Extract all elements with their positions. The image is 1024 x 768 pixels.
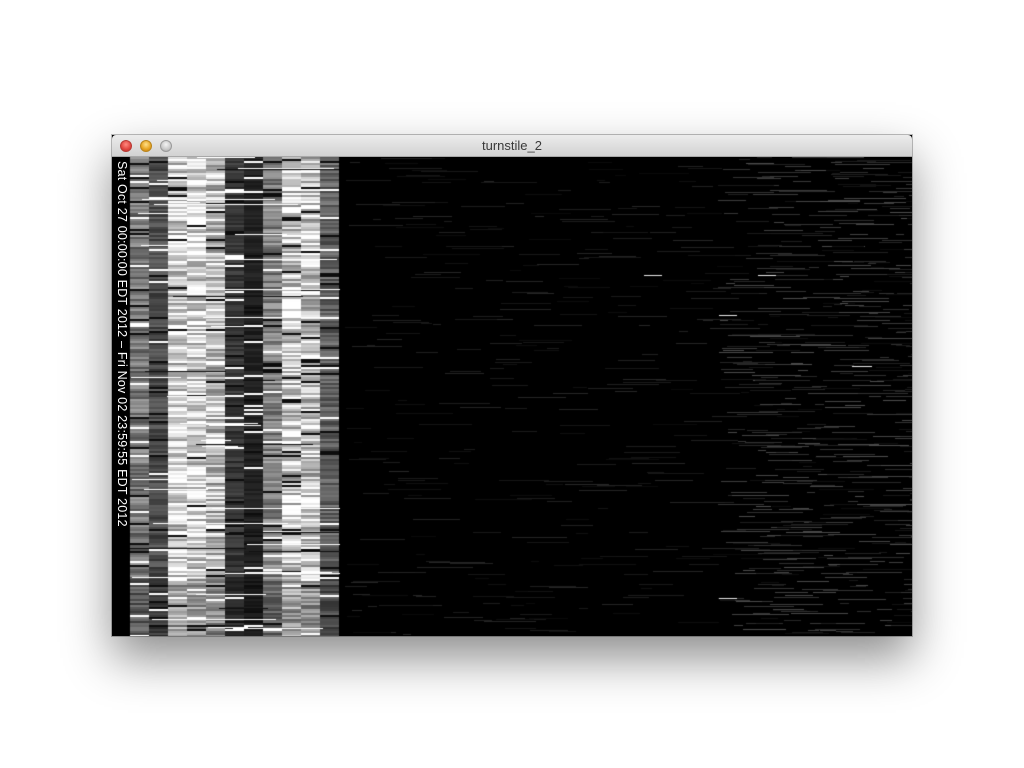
minimize-button[interactable] xyxy=(140,140,152,152)
title-bar[interactable]: turnstile_2 xyxy=(112,135,912,157)
visualization-area: Sat Oct 27 00:00:00 EDT 2012 – Fri Nov 0… xyxy=(112,157,912,636)
date-range-text: Sat Oct 27 00:00:00 EDT 2012 – Fri Nov 0… xyxy=(115,161,129,527)
zoom-button[interactable] xyxy=(160,140,172,152)
close-button[interactable] xyxy=(120,140,132,152)
turnstile-heatmap xyxy=(112,157,912,636)
window-title: turnstile_2 xyxy=(482,138,542,153)
date-range-label: Sat Oct 27 00:00:00 EDT 2012 – Fri Nov 0… xyxy=(114,161,130,631)
app-window: turnstile_2 Sat Oct 27 00:00:00 EDT 2012… xyxy=(112,135,912,636)
